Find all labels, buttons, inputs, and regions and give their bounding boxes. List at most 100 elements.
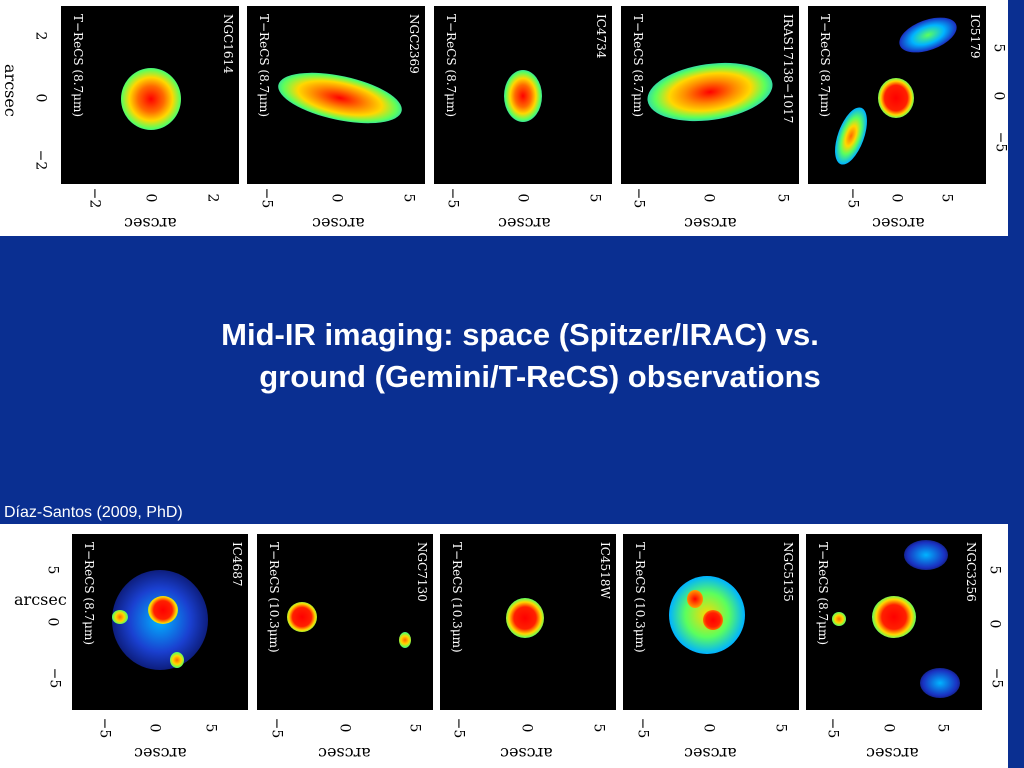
emission-blob [506,598,544,638]
emission-blob [828,103,874,169]
x-tick: 5 [590,723,607,733]
x-axis-label: arcsec [684,744,737,763]
x-tick: −5 [824,717,841,739]
object-label: NGC1614 [221,14,235,74]
top-y-tick: 0 [32,93,49,103]
title-line-1: Mid-IR imaging: space (Spitzer/IRAC) vs. [221,317,819,352]
x-axis-label: arcsec [312,214,365,233]
x-tick: 0 [514,193,531,203]
instrument-label: T−ReCS (8.7μm) [71,14,85,118]
object-label: IC4734 [594,14,608,59]
x-tick: 0 [888,193,905,203]
right-y-tick: 0 [990,91,1007,101]
top-y-tick: −2 [32,149,49,171]
x-tick: 0 [142,193,159,203]
top-y-tick: 2 [32,31,49,41]
citation: Díaz-Santos (2009, PhD) [4,504,183,521]
x-tick: 5 [774,193,791,203]
object-label: IRAS17138−1017 [781,14,795,124]
x-tick: 5 [934,723,951,733]
emission-blob [703,610,723,630]
x-tick: −5 [96,717,113,739]
top-image-strip: arcsec 2 0 −2 T−ReCS (8.7μm) NGC1614 −2 … [0,0,1008,236]
emission-blob [904,540,948,570]
emission-blob [148,596,178,624]
emission-blob [878,78,914,118]
x-axis-label: arcsec [500,744,553,763]
object-label: NGC5135 [781,542,795,602]
object-label: NGC3256 [964,542,978,602]
instrument-label: T−ReCS (8.7μm) [816,542,830,646]
object-label: NGC7130 [415,542,429,602]
bottom-image-strip: arcsec 5 0 −5 T−ReCS (8.7μm) IC4687 −5 0… [0,524,1008,768]
bottom-y-tick: 0 [44,617,61,627]
emission-blob [643,55,777,129]
x-tick: −5 [634,717,651,739]
right-y-tick: 0 [986,619,1003,629]
image-panel: T−ReCS (10.3μm) NGC5135 [623,534,799,710]
emission-blob [121,68,181,130]
instrument-label: T−ReCS (8.7μm) [82,542,96,646]
x-axis-label: arcsec [498,214,551,233]
x-tick: 5 [772,723,789,733]
image-panel: T−ReCS (8.7μm) NGC2369 [247,6,425,184]
x-tick: −2 [86,187,103,209]
x-tick: −5 [258,187,275,209]
emission-blob [399,632,411,648]
bottom-y-tick: 5 [44,565,61,575]
slide-title: Mid-IR imaging: space (Spitzer/IRAC) vs.… [120,314,920,398]
image-panel: T−ReCS (8.7μm) IC4687 [72,534,248,710]
x-tick: 0 [700,193,717,203]
instrument-label: T−ReCS (10.3μm) [267,542,281,653]
right-y-tick: 5 [990,43,1007,53]
x-tick: 0 [880,723,897,733]
x-axis-label: arcsec [134,744,187,763]
instrument-label: T−ReCS (10.3μm) [450,542,464,653]
image-panel: T−ReCS (8.7μm) NGC1614 [61,6,239,184]
object-label: IC4518W [598,542,612,599]
x-tick: 5 [406,723,423,733]
instrument-label: T−ReCS (8.7μm) [631,14,645,118]
instrument-label: T−ReCS (8.7μm) [818,14,832,118]
bottom-y-axis-label: arcsec [14,590,67,609]
object-label: NGC2369 [407,14,421,74]
right-y-tick: −5 [988,667,1005,689]
x-axis-label: arcsec [318,744,371,763]
image-panel: T−ReCS (8.7μm) NGC3256 [806,534,982,710]
instrument-label: T−ReCS (8.7μm) [444,14,458,118]
x-tick: 0 [336,723,353,733]
image-panel: T−ReCS (10.3μm) NGC7130 [257,534,433,710]
x-tick: 0 [518,723,535,733]
emission-blob [504,70,542,122]
emission-blob [287,602,317,632]
object-label: IC4687 [230,542,244,587]
x-tick: 5 [400,193,417,203]
x-tick: −5 [844,187,861,209]
x-axis-label: arcsec [866,744,919,763]
emission-blob [112,610,128,624]
image-panel: T−ReCS (8.7μm) IC4734 [434,6,612,184]
emission-blob [872,596,916,638]
instrument-label: T−ReCS (10.3μm) [633,542,647,653]
emission-blob [273,63,407,133]
x-tick: −5 [444,187,461,209]
x-tick: 5 [202,723,219,733]
x-tick: 0 [700,723,717,733]
image-panel: T−ReCS (10.3μm) IC4518W [440,534,616,710]
emission-blob [170,652,184,668]
image-panel: T−ReCS (8.7μm) IC5179 [808,6,986,184]
x-axis-label: arcsec [872,214,925,233]
x-axis-label: arcsec [124,214,177,233]
title-line-2: ground (Gemini/T-ReCS) observations [259,359,821,394]
emission-blob [832,612,846,626]
top-y-axis-label: arcsec [1,64,20,117]
object-label: IC5179 [968,14,982,59]
right-y-tick: −5 [992,131,1008,153]
instrument-label: T−ReCS (8.7μm) [257,14,271,118]
x-tick: 5 [938,193,955,203]
x-axis-label: arcsec [684,214,737,233]
slide-right-edge [1008,0,1024,768]
emission-blob [687,590,703,608]
x-tick: −5 [450,717,467,739]
image-panel: T−ReCS (8.7μm) IRAS17138−1017 [621,6,799,184]
